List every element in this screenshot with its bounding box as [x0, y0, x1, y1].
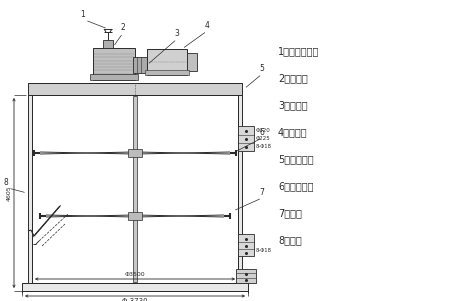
Text: 6、搀拌叶轮: 6、搀拌叶轮: [278, 181, 314, 191]
Text: 7: 7: [260, 188, 265, 197]
Bar: [28, 95, 32, 283]
Bar: [128, 149, 142, 157]
Text: 4、电动机: 4、电动机: [278, 127, 308, 137]
Text: 8-Φ18: 8-Φ18: [256, 144, 272, 148]
Bar: [22, 283, 248, 291]
Text: 6: 6: [260, 128, 265, 137]
Bar: [238, 234, 254, 256]
Text: 4: 4: [205, 21, 209, 30]
Text: Φ320: Φ320: [256, 128, 271, 132]
Text: 5: 5: [260, 64, 265, 73]
Bar: [28, 83, 242, 95]
Bar: [128, 212, 142, 220]
Text: 8-Φ18: 8-Φ18: [256, 249, 272, 253]
Text: Φ 3730: Φ 3730: [122, 298, 148, 301]
Bar: [103, 40, 113, 48]
Bar: [90, 74, 138, 80]
Text: 2、减速机: 2、减速机: [278, 73, 308, 83]
Text: 1: 1: [81, 10, 86, 19]
Text: 3、联轴器: 3、联轴器: [278, 100, 308, 110]
Bar: [238, 95, 242, 283]
Text: Φ3500: Φ3500: [125, 272, 145, 277]
Text: 4605: 4605: [7, 185, 12, 201]
Text: 5、横梁支架: 5、横梁支架: [278, 154, 314, 164]
Bar: [145, 70, 189, 75]
Bar: [93, 48, 135, 80]
Text: 7、主轴: 7、主轴: [278, 208, 302, 218]
Bar: [133, 96, 137, 282]
Bar: [236, 269, 256, 283]
Text: Φ225: Φ225: [256, 135, 271, 141]
Text: 8、槽体: 8、槽体: [278, 235, 302, 245]
Bar: [187, 53, 197, 71]
Bar: [133, 57, 147, 73]
Text: 8: 8: [4, 178, 9, 187]
Bar: [238, 126, 254, 151]
Text: 2: 2: [121, 23, 126, 32]
Bar: [147, 49, 187, 75]
Text: 1、直角吹気阆: 1、直角吹気阆: [278, 46, 320, 56]
Text: 3: 3: [175, 29, 180, 38]
